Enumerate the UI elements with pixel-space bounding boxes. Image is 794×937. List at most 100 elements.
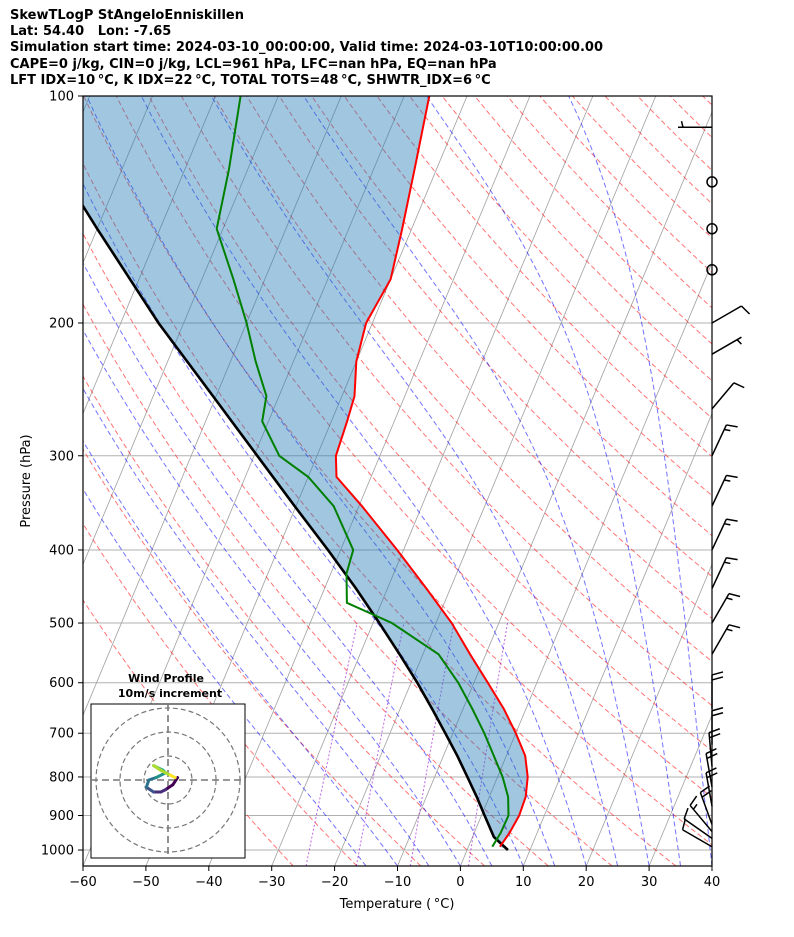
isotherm-line	[83, 96, 216, 415]
hodograph-segment	[168, 773, 177, 780]
moist-adiabat-line	[83, 182, 524, 866]
barb-half-flag	[724, 522, 731, 526]
barb-flag	[711, 676, 724, 681]
isotherm-line	[522, 412, 712, 866]
x-tick-label: 30	[641, 875, 658, 890]
dry-adiabat-line	[669, 96, 712, 139]
barb-flag	[683, 807, 689, 820]
wind-barbs	[678, 121, 751, 848]
calm-circle	[706, 223, 718, 235]
barb-flag	[711, 706, 724, 712]
barb-shaft	[705, 772, 713, 807]
simulation-times: Simulation start time: 2024-03-10_00:00:…	[10, 40, 603, 56]
moist-adiabat-line	[83, 488, 367, 866]
barb-half-flag	[680, 121, 684, 128]
dry-adiabat-line	[83, 448, 422, 866]
mixing-ratio-line	[468, 622, 508, 866]
barb-shaft	[711, 382, 735, 410]
barb-flag	[726, 518, 738, 522]
axis-ticks: −60 −50 −40 −30 −20 −10 0 10 20 30 40 100 200 300 400 5…	[41, 90, 720, 891]
wind-barb	[706, 176, 718, 188]
x-tick-label: 20	[578, 875, 595, 890]
barb-shaft	[683, 818, 713, 839]
barb-shaft	[699, 792, 713, 825]
y-tick-label: 200	[49, 316, 74, 331]
barb-shaft	[682, 829, 713, 848]
barb-shaft	[711, 336, 742, 355]
dry-adiabat-line	[83, 522, 358, 866]
barb-half-flag	[724, 428, 731, 432]
dry-adiabat-line	[735, 96, 794, 866]
y-tick-label: 800	[49, 770, 74, 785]
wind-barb	[711, 518, 738, 551]
dry-adiabat-line	[83, 303, 549, 866]
isotherm-line	[648, 714, 712, 866]
dry-adiabat-line	[180, 96, 712, 707]
chart-header: SkewTLogP StAngeloEnniskillen Lat: 54.40…	[10, 8, 603, 89]
barb-flag	[706, 752, 718, 760]
moist-adiabat-line	[303, 96, 650, 866]
dry-adiabat-line	[278, 96, 712, 578]
x-axis-label: Temperature ( °C)	[339, 897, 455, 912]
barb-flag	[681, 818, 687, 830]
wind-barb	[683, 807, 713, 839]
wind-barb	[711, 706, 724, 745]
dry-adiabat-line	[115, 96, 712, 798]
x-tick-label: −10	[384, 875, 411, 890]
barb-flag	[711, 671, 724, 676]
barb-flag	[726, 474, 738, 479]
temperature-line	[334, 96, 529, 848]
mixing-ratio-line	[355, 622, 405, 866]
dry-adiabat-line	[702, 96, 712, 106]
barb-half-flag	[724, 479, 731, 482]
wind-barb	[711, 336, 742, 355]
barb-flag	[740, 305, 751, 315]
barb-flag	[708, 728, 720, 734]
mixing-ratio-line	[305, 622, 358, 866]
barb-flag	[705, 767, 717, 774]
wind-barb	[678, 121, 712, 128]
barb-half-flag	[726, 628, 733, 632]
barb-flag	[711, 711, 724, 717]
moist-adiabat-line	[568, 96, 712, 866]
isotherm-line	[83, 96, 91, 114]
x-tick-label: −40	[195, 875, 222, 890]
dry-adiabat-line	[213, 96, 712, 663]
x-tick-label: −20	[321, 875, 348, 890]
dry-adiabat-line	[83, 96, 712, 846]
wind-barb	[711, 624, 741, 655]
wind-barb	[708, 728, 721, 767]
barb-half-flag	[726, 597, 733, 601]
stability-indices: CAPE=0 j/kg, CIN=0 j/kg, LCL=961 hPa, LF…	[10, 56, 497, 72]
dry-adiabat-line	[343, 96, 712, 497]
barb-flag	[733, 382, 745, 389]
wind-barb	[705, 767, 718, 807]
y-tick-label: 100	[49, 90, 74, 105]
sounding-indices: LFT IDX=10 °C, K IDX=22 °C, TOTAL TOTS=4…	[10, 72, 491, 88]
isotherm-line	[83, 96, 279, 566]
barb-shaft	[689, 804, 713, 832]
hodograph-subtitle: 10m/s increment	[118, 687, 222, 700]
barb-shaft	[705, 753, 713, 788]
barb-flag	[689, 795, 698, 806]
dry-adiabat-line	[83, 375, 485, 866]
barb-flag	[709, 733, 721, 739]
dry-adiabat-line	[637, 96, 712, 172]
barb-flag	[726, 424, 738, 428]
calm-circle	[706, 264, 718, 276]
isotherm-line	[460, 261, 712, 866]
moist-adiabat-line	[83, 328, 461, 866]
barb-flag	[726, 556, 738, 561]
barb-flag	[706, 772, 718, 779]
dry-adiabat-line	[376, 96, 712, 458]
wind-barb	[711, 474, 738, 507]
dry-adiabat-line	[311, 96, 712, 537]
wind-barb	[711, 305, 751, 324]
hodograph-segment	[159, 768, 172, 777]
barb-half-flag	[736, 339, 742, 345]
x-tick-label: −60	[69, 875, 96, 890]
moist-adiabat-line	[83, 387, 430, 866]
y-tick-label: 700	[49, 727, 74, 742]
sounding-traces	[83, 96, 529, 851]
